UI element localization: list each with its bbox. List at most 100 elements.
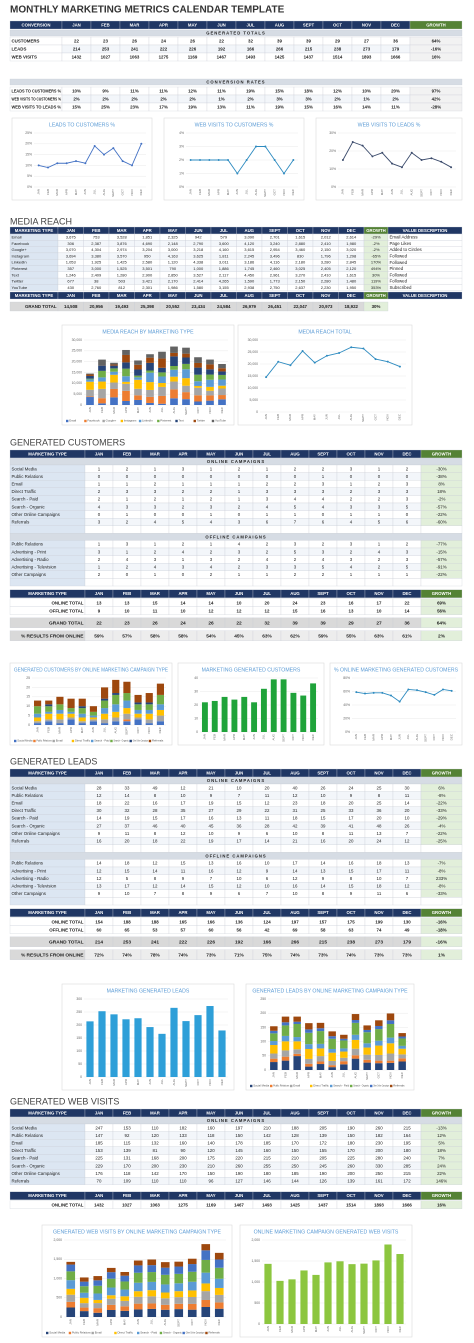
line-point [381,151,384,154]
bar-segment [160,1284,170,1293]
x-tick-label: DEC [398,413,402,420]
bar-segment [214,1294,224,1303]
x-tick-label: MAR [58,726,62,734]
x-tick-label: AUG [353,1071,357,1078]
growth-value: 16% [437,1202,446,1207]
cell-value: 136 [235,919,243,924]
cell-value: 9 [98,608,101,613]
column-header-cell [409,20,463,30]
y-tick-label: 1,000 [54,1276,63,1280]
y-tick-label: 20 [26,685,30,689]
x-tick-label: MAY [136,407,140,413]
cell-value: 1,053 [66,260,77,265]
cell-value: 3,501 [142,266,153,271]
bar-segment [112,721,120,725]
cell-value: 127 [235,1178,243,1183]
cell-value: 2 [238,557,241,562]
cell-value: 20 [125,838,130,843]
bar-segment [293,1049,301,1054]
blank-cell [112,578,142,587]
y-tick-label: 0% [27,185,32,189]
bar-segment [112,679,120,694]
bar-segment [386,1020,395,1024]
bar-segment [340,1034,348,1039]
cell-value: 579 [220,235,227,240]
cell-value: 12 [265,608,270,613]
legend-swatch [33,739,36,743]
cell-value: 3 [266,497,269,502]
bar-segment [45,704,53,707]
cell-value: 2,120 [346,266,357,271]
bar-segment [56,709,64,714]
cell-value: 9 [210,793,213,798]
cell-value: 19 [125,816,130,821]
cell-value: 1 [238,489,241,494]
cell-value: 1 [210,481,213,486]
cell-value: 1,615 [346,272,357,277]
cell-value: 1 [154,466,157,471]
line-point [283,172,285,175]
x-tick-label: NOV [441,734,445,741]
legend-swatch [71,739,75,743]
y-tick-label: 25,000 [72,349,82,353]
cell-value: 3 [378,489,381,494]
cell-value: 12 [153,861,158,866]
column-header: JUL [263,1110,271,1115]
cell-value: 131 [123,1156,131,1161]
chart-frame [329,662,463,746]
cell-value: 22 [125,800,130,805]
cell-value: 4 [322,557,325,562]
bar [336,1261,344,1324]
cell-value: 3 [126,542,129,547]
cell-value: 5 [322,564,325,569]
line-point [390,694,392,697]
column-header: OCT [346,1110,355,1115]
x-tick-label: NOV [386,1326,390,1333]
cell-value: 11 [181,868,186,873]
bar-segment [93,1276,103,1281]
bar-segment [89,717,97,720]
chart-title: MARKETING GENERATED CUSTOMERS [202,667,301,673]
growth-value-cell [363,301,389,312]
cell-value: 4 [266,504,269,509]
cell-value: 1 [378,466,381,471]
cell-value: 2 [98,557,101,562]
cell-value: 4 [126,557,129,562]
legend-label: Search - Paid [140,1331,157,1335]
cell-value: 63% [262,633,272,639]
cell-value: 3 [154,504,157,509]
bar-segment [78,698,86,707]
column-header: JAN [66,293,75,298]
bar-segment [78,713,86,718]
x-tick-label: OCT [136,727,140,734]
cell-value: 4,304 [91,247,102,252]
y-tick-label: 100 [76,1049,82,1053]
blank-cell [112,897,142,906]
cell-value: 0 [126,474,129,479]
cell-value: 197 [291,919,299,924]
value-description: Followed [390,272,408,277]
line-point [325,354,328,357]
column-header: JAN [95,1110,104,1115]
legend-swatch [390,1084,393,1088]
legend-swatch [102,419,105,423]
bar [86,1021,94,1077]
cell-value: 0 [182,512,185,517]
cell-value: 3,527 [193,272,204,277]
column-header: APR [143,293,153,298]
bar-segment [134,717,142,720]
x-tick-label: MAR [55,188,59,196]
cell-value: 23 [293,800,298,805]
cell-value: 0 [98,474,101,479]
cell-value: 2 [210,489,213,494]
x-tick-label: JUN [326,1326,330,1332]
bar-segment [123,721,131,725]
x-tick-label: JUN [252,734,256,740]
x-tick-label: AUG [172,1078,176,1085]
chart-title: MARKETING GENERATED LEADS [107,988,190,994]
legend-label: Facebook [87,419,100,423]
x-tick-label: MAY [318,1072,322,1078]
cell-value: 3,421 [142,279,153,284]
cell-value: 245 [319,1163,327,1168]
cell-value: 58 [321,927,326,932]
